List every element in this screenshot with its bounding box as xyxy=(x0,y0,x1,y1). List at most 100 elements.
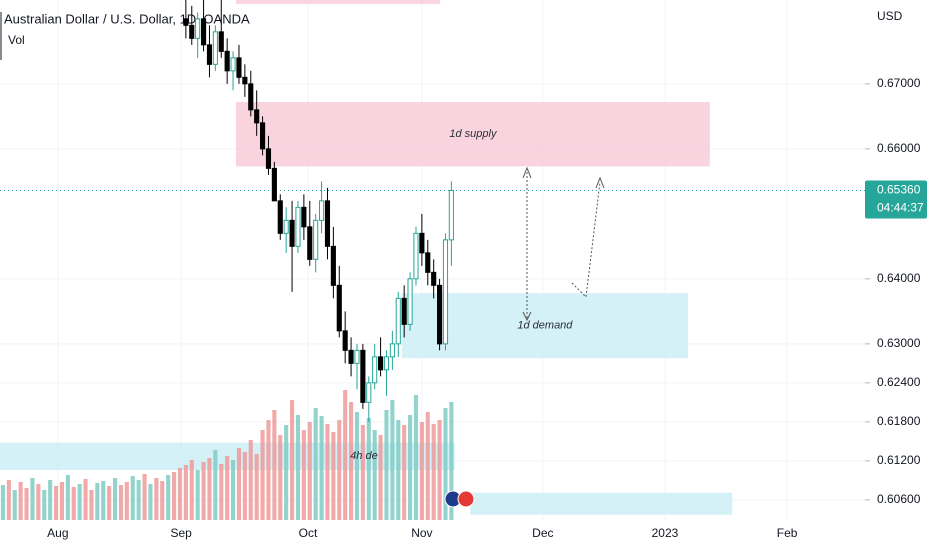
y-tick-label: 0.61200 xyxy=(877,453,921,467)
last-price-label: 0.65360 xyxy=(877,183,921,197)
x-tick-label: Oct xyxy=(299,526,318,540)
volume-bar xyxy=(396,420,401,520)
volume-bar xyxy=(118,485,124,520)
projection-arrows xyxy=(522,166,605,322)
y-tick-label: 0.63000 xyxy=(877,336,921,350)
volume-bar xyxy=(242,452,247,520)
volume-bar xyxy=(101,481,106,520)
volume-bar xyxy=(12,490,17,520)
volume-bar xyxy=(183,465,188,520)
countdown: 04:44:37 xyxy=(877,201,924,215)
volume-bar xyxy=(160,481,165,520)
volume-bars xyxy=(0,390,454,520)
volume-bar xyxy=(402,425,407,520)
candle-body xyxy=(195,18,201,39)
volume-bar xyxy=(112,478,118,520)
candle-body xyxy=(372,356,378,384)
volume-bar xyxy=(443,408,448,520)
y-tick-label: 0.62400 xyxy=(877,375,921,389)
candle-body xyxy=(212,31,218,65)
candle-body xyxy=(342,330,348,351)
x-tick-label: 2023 xyxy=(652,526,679,540)
candle-body xyxy=(413,232,419,280)
candle-body xyxy=(407,278,413,325)
y-tick-label: 0.66000 xyxy=(877,141,921,155)
volume-bar xyxy=(225,456,230,520)
candle-body xyxy=(301,206,307,228)
candle-body xyxy=(437,284,443,345)
zone-labels: 1d supply 1d demand 4h de xyxy=(350,128,573,462)
candle-body xyxy=(401,297,407,325)
volume-bar xyxy=(219,464,224,520)
volume-bar xyxy=(142,474,147,520)
candle-body xyxy=(242,76,248,85)
volume-bar xyxy=(272,410,277,520)
zone xyxy=(470,492,733,515)
candle-body xyxy=(354,349,360,364)
candle-body xyxy=(224,50,230,72)
candle-body xyxy=(236,57,242,78)
volume-bar xyxy=(95,483,100,520)
volume-bar xyxy=(71,487,76,520)
volume-bar xyxy=(36,484,41,520)
volume-bar xyxy=(107,486,112,520)
candle-body xyxy=(336,284,342,332)
event-flags xyxy=(444,490,475,508)
candle-body xyxy=(248,83,254,111)
candle-body xyxy=(360,349,366,403)
candle-body xyxy=(313,219,319,260)
volume-bar xyxy=(48,480,53,520)
zone xyxy=(236,0,441,4)
arrow-head xyxy=(522,166,532,179)
volume-bar xyxy=(331,432,336,520)
candle-body xyxy=(283,219,289,234)
x-tick-label: Nov xyxy=(411,526,432,540)
flag-icon xyxy=(457,490,475,508)
candle-body xyxy=(277,200,283,234)
volume-bar xyxy=(278,435,283,520)
candle-body xyxy=(254,109,260,124)
volume-bar xyxy=(248,440,253,520)
candle-body xyxy=(448,189,454,241)
volume-bar xyxy=(354,412,360,520)
volume-bar xyxy=(124,482,129,520)
candle-body xyxy=(295,206,301,247)
volume-bar xyxy=(260,430,265,520)
chart-title: Australian Dollar / U.S. Dollar, 1D, OAN… xyxy=(4,11,250,26)
candle-body xyxy=(189,24,195,39)
volume-bar xyxy=(425,412,430,520)
volume-bar xyxy=(0,485,6,520)
volume-bar xyxy=(284,425,289,520)
volume-bar xyxy=(171,472,177,520)
zone xyxy=(236,102,710,167)
volume-bar xyxy=(53,486,59,520)
volume-bar xyxy=(313,408,318,520)
zone-label: 4h de xyxy=(350,450,378,462)
volume-bar xyxy=(413,395,419,520)
candle-body xyxy=(183,18,189,26)
volume-bar xyxy=(30,478,35,520)
volume-bar xyxy=(437,420,442,520)
arrow-head xyxy=(522,311,532,322)
volume-bar xyxy=(307,422,312,520)
candle-body xyxy=(206,44,213,65)
candle-body xyxy=(442,239,449,345)
price-axis xyxy=(865,0,932,550)
volume-bar xyxy=(213,450,218,520)
candle-body xyxy=(307,226,313,260)
zone-label: 1d supply xyxy=(449,128,498,140)
volume-bar xyxy=(201,462,206,520)
x-tick-label: Feb xyxy=(777,526,798,540)
last-price-box xyxy=(865,180,927,219)
volume-bar xyxy=(177,468,183,520)
volume-bar xyxy=(372,430,377,520)
x-tick-label: Dec xyxy=(532,526,553,540)
volume-bar xyxy=(419,422,424,520)
volume-bar xyxy=(6,480,11,520)
candle-body xyxy=(395,297,401,345)
volume-bar xyxy=(130,476,135,520)
candle-body xyxy=(389,343,395,358)
